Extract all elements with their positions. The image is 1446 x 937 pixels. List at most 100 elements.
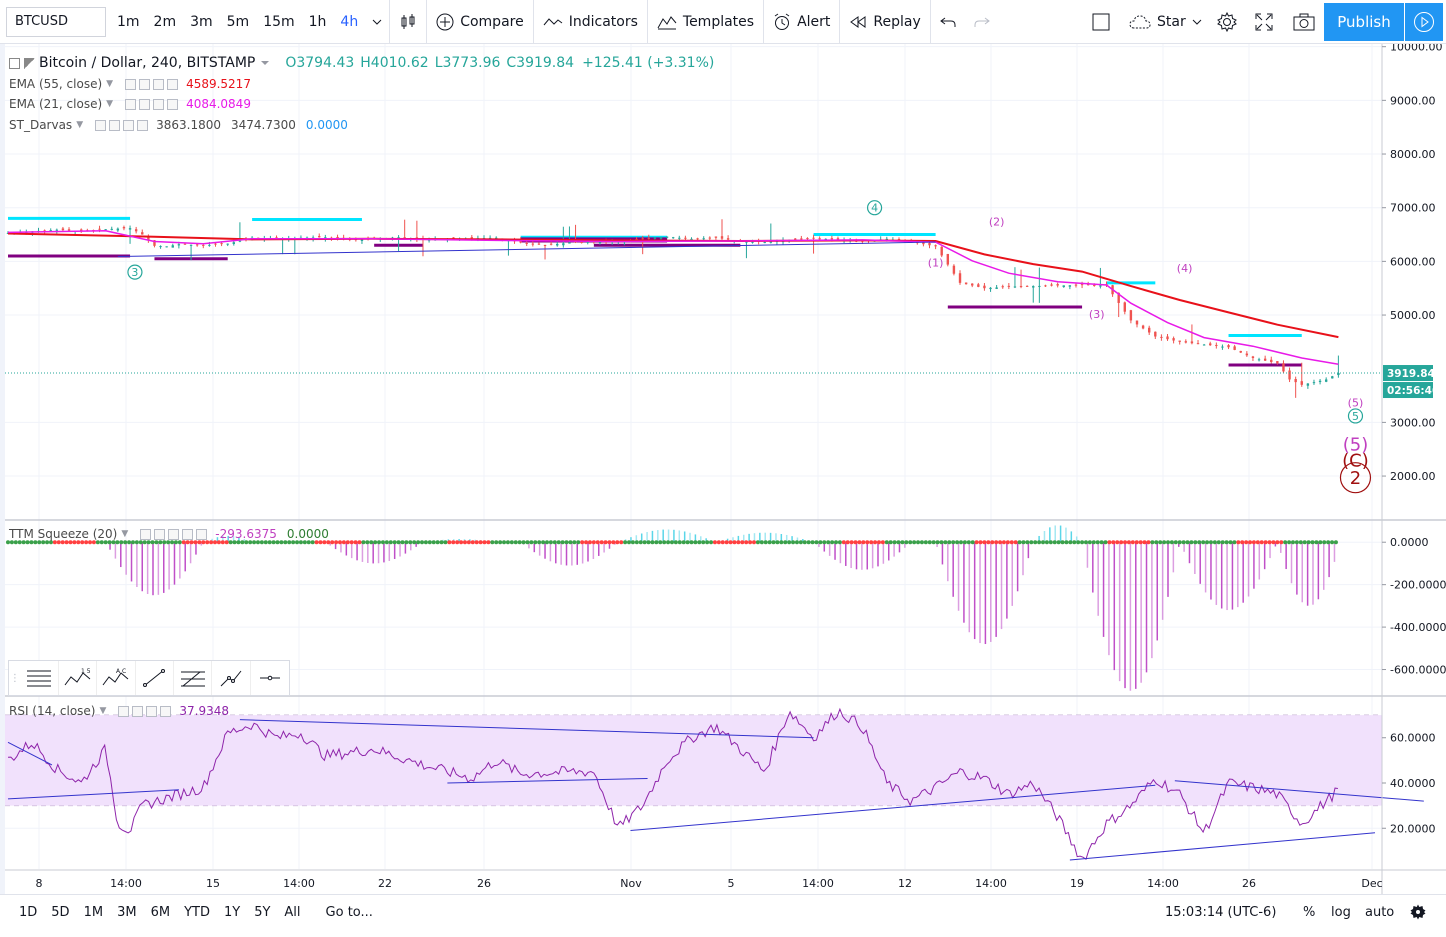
redo-button[interactable]	[965, 0, 999, 44]
timeframe-15m[interactable]: 15m	[263, 13, 295, 30]
candle-body	[403, 237, 406, 239]
range-1y[interactable]: 1Y	[223, 905, 241, 920]
price-tick-label: 10000.00	[1390, 44, 1443, 54]
collapse-icon[interactable]	[9, 57, 20, 69]
log-toggle[interactable]: log	[1331, 905, 1351, 920]
ttm-squeeze-dot	[580, 540, 585, 545]
ttm-squeeze-dot	[705, 540, 710, 545]
ttm-legend[interactable]: TTM Squeeze (20) ▼ -293.6375 0.0000	[9, 527, 329, 541]
timeframe-1h[interactable]: 1h	[308, 13, 327, 30]
elliott-wave-numbers-button[interactable]: 1 5	[59, 661, 98, 695]
gear-icon[interactable]	[1410, 904, 1426, 920]
trend-line-button[interactable]	[136, 661, 175, 695]
candle-body	[195, 244, 199, 246]
indicators-button[interactable]: Indicators	[534, 0, 647, 44]
candle-body	[1294, 379, 1297, 383]
timeframe-5m[interactable]: 5m	[226, 13, 250, 30]
symbol-logo-icon	[24, 57, 35, 69]
cloud-icon	[1129, 14, 1151, 28]
ttm-squeeze-dot	[869, 540, 874, 545]
ohlc-change: +125.41 (+3.31%)	[582, 55, 715, 71]
timeframe-1m[interactable]: 1m	[117, 13, 140, 30]
publish-button[interactable]: Publish	[1324, 3, 1404, 41]
time-tick-label: 8	[36, 877, 43, 890]
candle-body	[720, 236, 724, 239]
range-5y[interactable]: 5Y	[254, 905, 271, 920]
drag-handle-icon[interactable]: ⋮	[9, 672, 20, 684]
candle-body	[641, 238, 644, 240]
range-1m[interactable]: 1M	[83, 905, 104, 920]
ttm-squeeze-dot	[556, 540, 561, 545]
timeframe-2m[interactable]: 2m	[153, 13, 177, 30]
chart-type-button[interactable]	[390, 0, 426, 44]
range-5d[interactable]: 5D	[51, 905, 70, 920]
path-tool-button[interactable]	[212, 661, 251, 695]
range-6m[interactable]: 6M	[150, 905, 171, 920]
auto-toggle[interactable]: auto	[1365, 905, 1395, 920]
clock[interactable]: 15:03:14 (UTC-6)	[1165, 905, 1277, 920]
ttm-squeeze-dot	[943, 540, 948, 545]
ttm-squeeze-dot	[552, 540, 557, 545]
goto-button[interactable]: Go to...	[325, 905, 373, 920]
candle-body	[67, 229, 71, 231]
layout-button[interactable]	[1083, 0, 1119, 44]
ttm-squeeze-dot	[888, 540, 893, 545]
chart-canvas[interactable]: 34(2)(1)(3)(4)(5)5(5)(C)2 10000.009000.0…	[0, 44, 1446, 894]
range-ytd[interactable]: YTD	[184, 905, 210, 920]
wave-label: 2	[1350, 468, 1361, 489]
elliott-wave-letters-button[interactable]: A C	[97, 661, 136, 695]
alert-button[interactable]: Alert	[764, 0, 839, 44]
ttm-squeeze-dot	[537, 540, 542, 545]
ttm-squeeze-dot	[1072, 540, 1077, 545]
ttm-squeeze-dot	[138, 540, 143, 545]
percent-toggle[interactable]: %	[1303, 905, 1316, 920]
rsi-trend-line	[239, 719, 814, 739]
fib-tool-button[interactable]	[21, 661, 60, 695]
ttm-squeeze-dot	[255, 540, 260, 545]
ttm-squeeze-dot	[1099, 540, 1104, 545]
range-1d[interactable]: 1D	[19, 905, 38, 920]
range-all[interactable]: All	[284, 905, 301, 920]
range-3m[interactable]: 3M	[117, 905, 137, 920]
settings-button[interactable]	[1208, 0, 1246, 44]
fib-retracement-button[interactable]	[174, 661, 213, 695]
timeframe-3m[interactable]: 3m	[190, 13, 213, 30]
darvas-legend[interactable]: ST_Darvas ▼ 3863.1800 3474.7300 0.0000	[9, 118, 348, 132]
fullscreen-button[interactable]	[1246, 0, 1282, 44]
horizontal-ray-button[interactable]	[251, 661, 289, 695]
save-star-button[interactable]: Star	[1120, 0, 1211, 44]
candle-body	[49, 230, 52, 232]
snapshot-button[interactable]	[1284, 0, 1324, 44]
ttm-squeeze-dot	[818, 540, 823, 545]
ema21-legend[interactable]: EMA (21, close) ▼ 4084.0849	[9, 97, 251, 111]
candle-body	[800, 238, 803, 240]
candle-body	[1062, 285, 1065, 288]
ttm-squeeze-dot	[1130, 540, 1135, 545]
symbol-title[interactable]: Bitcoin / Dollar, 240, BITSTAMP	[39, 55, 256, 71]
timeframe-4h[interactable]: 4h	[340, 13, 359, 30]
ttm-squeeze-dot	[1236, 540, 1241, 545]
ttm-squeeze-dot	[170, 540, 175, 545]
ttm-squeeze-dot	[80, 540, 85, 545]
compare-button[interactable]: Compare	[427, 0, 533, 44]
ttm-squeeze-dot	[474, 540, 479, 545]
ttm-squeeze-dot	[591, 540, 596, 545]
ttm-squeeze-dot	[716, 540, 721, 545]
caret-down-icon[interactable]	[259, 58, 271, 68]
timeframe-dropdown[interactable]	[365, 0, 389, 44]
symbol-search-input[interactable]: BTCUSD	[6, 6, 106, 37]
undo-icon	[939, 17, 956, 27]
candle-body	[80, 229, 83, 232]
replay-button[interactable]: Replay	[840, 0, 929, 44]
ttm-tick-label: 0.0000	[1390, 536, 1429, 549]
time-tick-label: 19	[1070, 877, 1084, 890]
templates-button[interactable]: Templates	[648, 0, 763, 44]
undo-button[interactable]	[931, 0, 965, 44]
ttm-squeeze-dot	[998, 540, 1003, 545]
candle-body	[177, 244, 181, 246]
candle-body	[153, 240, 156, 246]
rsi-legend[interactable]: RSI (14, close) ▼ 37.9348	[9, 704, 229, 718]
ttm-squeeze-dot	[724, 540, 729, 545]
ema55-legend[interactable]: EMA (55, close) ▼ 4589.5217	[9, 77, 251, 91]
stream-button[interactable]	[1405, 3, 1443, 41]
